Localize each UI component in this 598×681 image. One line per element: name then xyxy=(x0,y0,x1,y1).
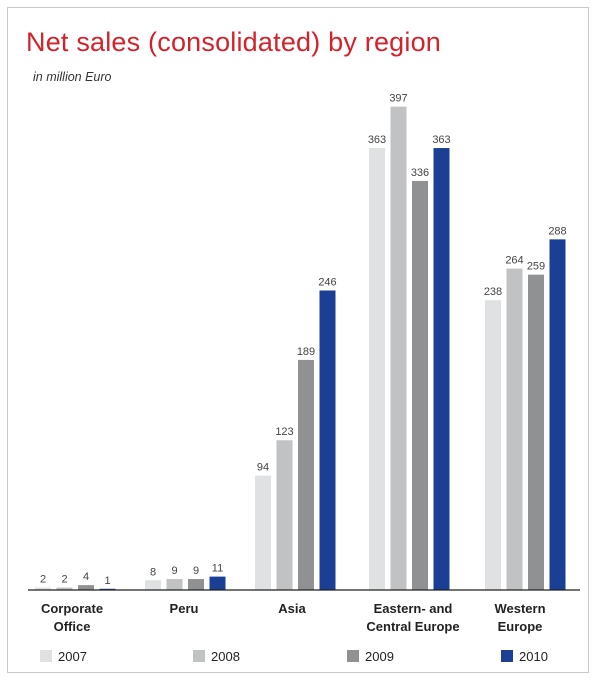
legend-swatch-2010 xyxy=(501,650,513,662)
value-label-2007-0: 2 xyxy=(40,574,46,586)
bar-2007-1 xyxy=(145,580,161,590)
bar-2009-2 xyxy=(298,359,314,590)
bar-2008-3 xyxy=(390,106,407,590)
category-label-4-1: Europe xyxy=(498,619,543,634)
legend-label-2007: 2007 xyxy=(58,649,87,664)
category-label-3-0: Eastern- and xyxy=(374,601,453,616)
value-label-2010-1: 11 xyxy=(212,563,223,575)
value-label-2008-2: 123 xyxy=(275,426,293,438)
value-label-2010-0: 1 xyxy=(104,575,110,587)
bar-2007-2 xyxy=(255,475,271,590)
value-label-2009-1: 9 xyxy=(193,565,199,577)
legend-label-2010: 2010 xyxy=(519,649,548,664)
chart-title: Net sales (consolidated) by region xyxy=(26,27,442,57)
category-label-4-0: Western xyxy=(494,601,545,616)
category-labels-layer: Corporate Office Peru Asia Eastern- and Centr… xyxy=(41,601,546,634)
bar-2009-4 xyxy=(528,274,544,590)
value-label-2007-2: 94 xyxy=(257,462,269,474)
value-label-2007-3: 363 xyxy=(368,134,386,146)
value-label-2009-2: 189 xyxy=(297,346,315,358)
bar-2009-3 xyxy=(412,180,428,591)
category-label-0-0: Corporate xyxy=(41,601,103,616)
bar-2010-0 xyxy=(99,588,116,590)
value-label-2009-3: 336 xyxy=(411,167,429,179)
category-label-1-0: Peru xyxy=(170,601,199,616)
bar-2010-4 xyxy=(549,239,566,591)
category-label-2-0: Asia xyxy=(278,601,306,616)
legend-swatch-2009 xyxy=(347,650,359,662)
bar-2008-2 xyxy=(276,440,293,590)
chart-subtitle: in million Euro xyxy=(33,70,112,84)
bar-2008-1 xyxy=(166,579,183,590)
value-label-2008-4: 264 xyxy=(505,255,523,267)
bar-2010-1 xyxy=(209,576,226,590)
value-label-2010-4: 288 xyxy=(548,225,566,237)
value-label-2008-1: 9 xyxy=(171,565,177,577)
legend-label-2008: 2008 xyxy=(211,649,240,664)
bar-2009-1 xyxy=(188,579,204,590)
legend: 2007 2008 2009 2010 xyxy=(40,649,548,664)
legend-swatch-2008 xyxy=(193,650,205,662)
value-label-2007-4: 238 xyxy=(484,286,502,298)
bar-2007-3 xyxy=(369,148,385,591)
bar-2008-4 xyxy=(506,268,523,590)
value-label-2010-2: 246 xyxy=(318,276,336,288)
category-label-0-1: Office xyxy=(54,619,91,634)
bars-layer xyxy=(35,106,566,591)
bar-2009-0 xyxy=(78,585,94,590)
legend-label-2009: 2009 xyxy=(365,649,394,664)
value-label-2007-1: 8 xyxy=(150,566,156,578)
value-label-2008-0: 2 xyxy=(61,574,67,586)
bar-2007-4 xyxy=(485,300,501,590)
bar-2010-2 xyxy=(319,290,336,590)
value-labels-layer: 2894363238291233972644918933625911124636… xyxy=(40,93,567,587)
value-label-2009-0: 4 xyxy=(83,571,89,583)
legend-swatch-2007 xyxy=(40,650,52,662)
value-label-2008-3: 397 xyxy=(389,93,407,105)
value-label-2010-3: 363 xyxy=(432,134,450,146)
bar-2010-3 xyxy=(433,148,450,591)
bar-2008-0 xyxy=(56,587,73,590)
bar-2007-0 xyxy=(35,587,51,590)
value-label-2009-4: 259 xyxy=(527,261,545,273)
category-label-3-1: Central Europe xyxy=(366,619,459,634)
